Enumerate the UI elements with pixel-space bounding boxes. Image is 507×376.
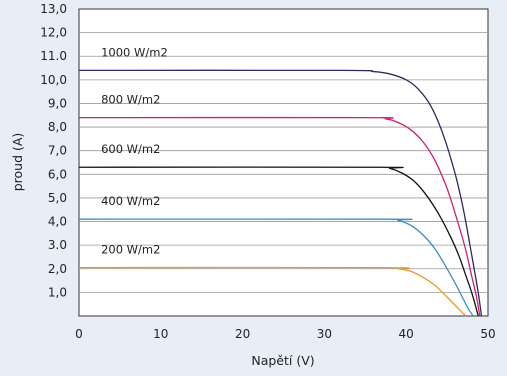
grid-lines	[79, 32, 488, 293]
series-line	[78, 218, 474, 317]
curves	[78, 69, 483, 317]
y-tick-label: 13,0	[40, 2, 67, 16]
y-tick-label: 5,0	[48, 191, 67, 205]
y-tick-label: 8,0	[48, 120, 67, 134]
y-axis-label: proud (A)	[10, 133, 25, 192]
y-tick-label: 4,0	[48, 215, 67, 229]
series-line	[78, 69, 483, 317]
series-line	[78, 116, 481, 317]
x-axis-ticks: 0 10 20 30 40 50	[75, 327, 495, 341]
y-tick-label: 1,0	[48, 285, 67, 299]
plot-area	[78, 8, 489, 317]
x-tick-label: 20	[235, 327, 250, 341]
y-tick-label: 3.0	[48, 238, 67, 252]
x-tick-label: 0	[75, 327, 83, 341]
y-tick-label: 11.0	[40, 49, 67, 63]
series-label: 200 W/m2	[101, 243, 160, 257]
y-tick-label: 12,0	[40, 26, 67, 40]
series-label: 800 W/m2	[101, 93, 160, 107]
x-tick-label: 30	[317, 327, 332, 341]
y-tick-label: 6,0	[48, 167, 67, 181]
x-axis-label: Napětí (V)	[251, 353, 314, 368]
x-tick-label: 40	[399, 327, 414, 341]
y-axis-ticks: 1,0 2,0 3.0 4,0 5,0 6,0 7,0 8,0 9,0 10,0 11.0 12,0 1…	[40, 2, 67, 299]
series-line	[78, 166, 479, 317]
y-tick-label: 7,0	[48, 144, 67, 158]
y-tick-label: 9,0	[48, 96, 67, 110]
y-tick-label: 10,0	[40, 73, 67, 87]
series-line	[78, 266, 467, 317]
series-label: 1000 W/m2	[101, 45, 168, 59]
x-tick-label: 50	[480, 327, 495, 341]
series-labels: 1000 W/m2 800 W/m2 600 W/m2 400 W/m2 200 W/m…	[101, 45, 168, 256]
y-tick-label: 2,0	[48, 262, 67, 276]
series-label: 600 W/m2	[101, 142, 160, 156]
x-tick-label: 10	[153, 327, 168, 341]
series-label: 400 W/m2	[101, 194, 160, 208]
